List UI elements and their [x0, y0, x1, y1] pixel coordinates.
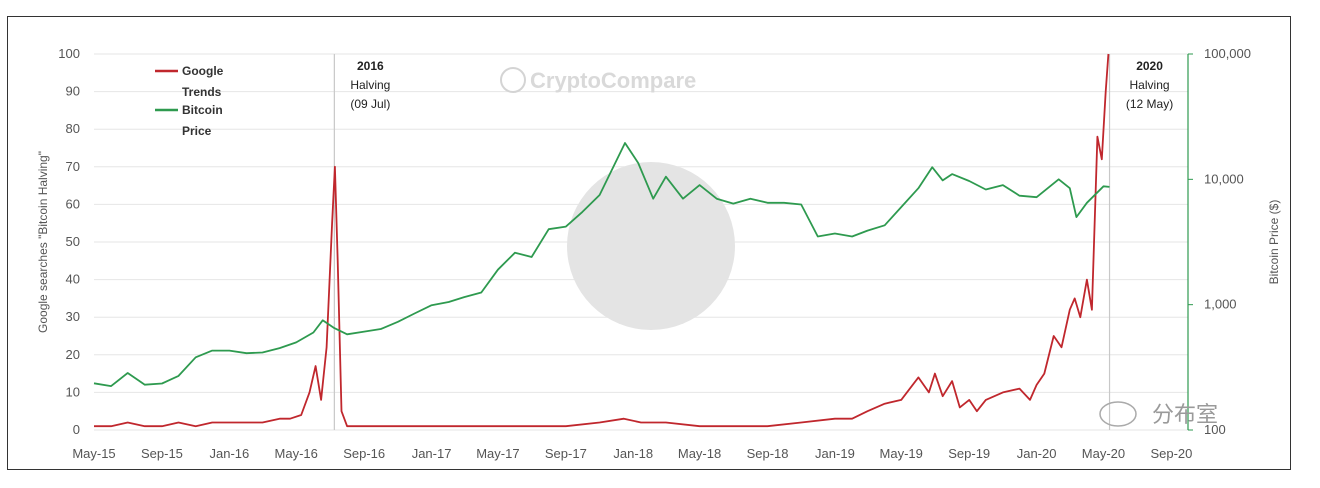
right-tick-label: 100 — [1204, 422, 1226, 437]
right-tick-label: 1,000 — [1204, 297, 1237, 312]
right-tick-label: 100,000 — [1204, 46, 1251, 61]
x-tick-label: May-19 — [880, 446, 923, 461]
halving-annotation-text: 2016 — [357, 59, 384, 73]
corner-watermark: 分布室 — [1099, 401, 1218, 427]
x-tick-label: May-18 — [678, 446, 721, 461]
watermark-text: CryptoCompare — [530, 68, 696, 93]
halving-annotation-text: (09 Jul) — [350, 97, 390, 111]
halving-annotation-text: 2020 — [1136, 59, 1163, 73]
left-tick-label: 50 — [66, 234, 80, 249]
x-tick-label: May-16 — [275, 446, 318, 461]
watermark-logo-icon — [500, 67, 526, 93]
legend-label-google-2: Trends — [182, 85, 222, 99]
left-tick-label: 90 — [66, 84, 80, 99]
halving-annotations: 2016 Halving (09 Jul) 2020 Halving (12 May) — [333, 54, 1173, 430]
left-tick-label: 10 — [66, 384, 80, 399]
left-tick-label: 70 — [66, 159, 80, 174]
left-tick-label: 40 — [66, 272, 80, 287]
halving-annotation-text: (12 May) — [1126, 97, 1173, 111]
x-tick-label: Jan-17 — [412, 446, 452, 461]
right-axis-ticks: 100,000 10,000 1,000 100 — [1188, 46, 1251, 437]
left-tick-label: 20 — [66, 347, 80, 362]
x-tick-label: Jan-18 — [613, 446, 653, 461]
corner-watermark-text: 分布室 — [1152, 402, 1218, 427]
left-tick-label: 0 — [73, 422, 80, 437]
left-tick-label: 80 — [66, 121, 80, 136]
x-axis-ticks: May-15 Sep-15 Jan-16 May-16 Sep-16 Jan-17 May-… — [72, 446, 1192, 461]
left-tick-label: 60 — [66, 196, 80, 211]
left-axis-label: Google searches "Bitcoin Halving" — [36, 151, 50, 333]
x-tick-label: Sep-16 — [343, 446, 385, 461]
x-tick-label: Jan-20 — [1017, 446, 1057, 461]
wechat-icon — [1099, 401, 1137, 427]
gridlines — [94, 53, 1188, 431]
left-axis-ticks: 0 10 20 30 40 50 60 70 80 90 100 — [58, 46, 80, 437]
x-tick-label: Jan-19 — [815, 446, 855, 461]
x-tick-label: Sep-15 — [141, 446, 183, 461]
right-axis-label: Bitcoin Price ($) — [1267, 200, 1281, 285]
left-tick-label: 30 — [66, 309, 80, 324]
legend-label-bitcoin-1: Bitcoin — [182, 103, 223, 117]
right-tick-label: 10,000 — [1204, 171, 1244, 186]
x-tick-label: Sep-17 — [545, 446, 587, 461]
halving-annotation-text: Halving — [1130, 78, 1170, 92]
series-lines — [93, 53, 1110, 428]
x-tick-label: May-15 — [72, 446, 115, 461]
halving-annotation-text: Halving — [350, 78, 390, 92]
legend: Google Trends Bitcoin Price — [155, 64, 224, 138]
legend-label-bitcoin-2: Price — [182, 124, 212, 138]
watermark-coin-icon — [567, 162, 735, 330]
x-tick-label: Sep-19 — [948, 446, 990, 461]
watermark: CryptoCompare — [500, 67, 735, 330]
google-trends-line — [94, 53, 1110, 428]
x-tick-label: Jan-16 — [209, 446, 249, 461]
x-tick-label: May-20 — [1082, 446, 1125, 461]
legend-label-google-1: Google — [182, 64, 224, 78]
x-tick-label: Sep-20 — [1150, 446, 1192, 461]
x-tick-label: May-17 — [476, 446, 519, 461]
bitcoin-price-line — [93, 142, 1110, 388]
left-tick-label: 100 — [58, 46, 80, 61]
x-tick-label: Sep-18 — [747, 446, 789, 461]
